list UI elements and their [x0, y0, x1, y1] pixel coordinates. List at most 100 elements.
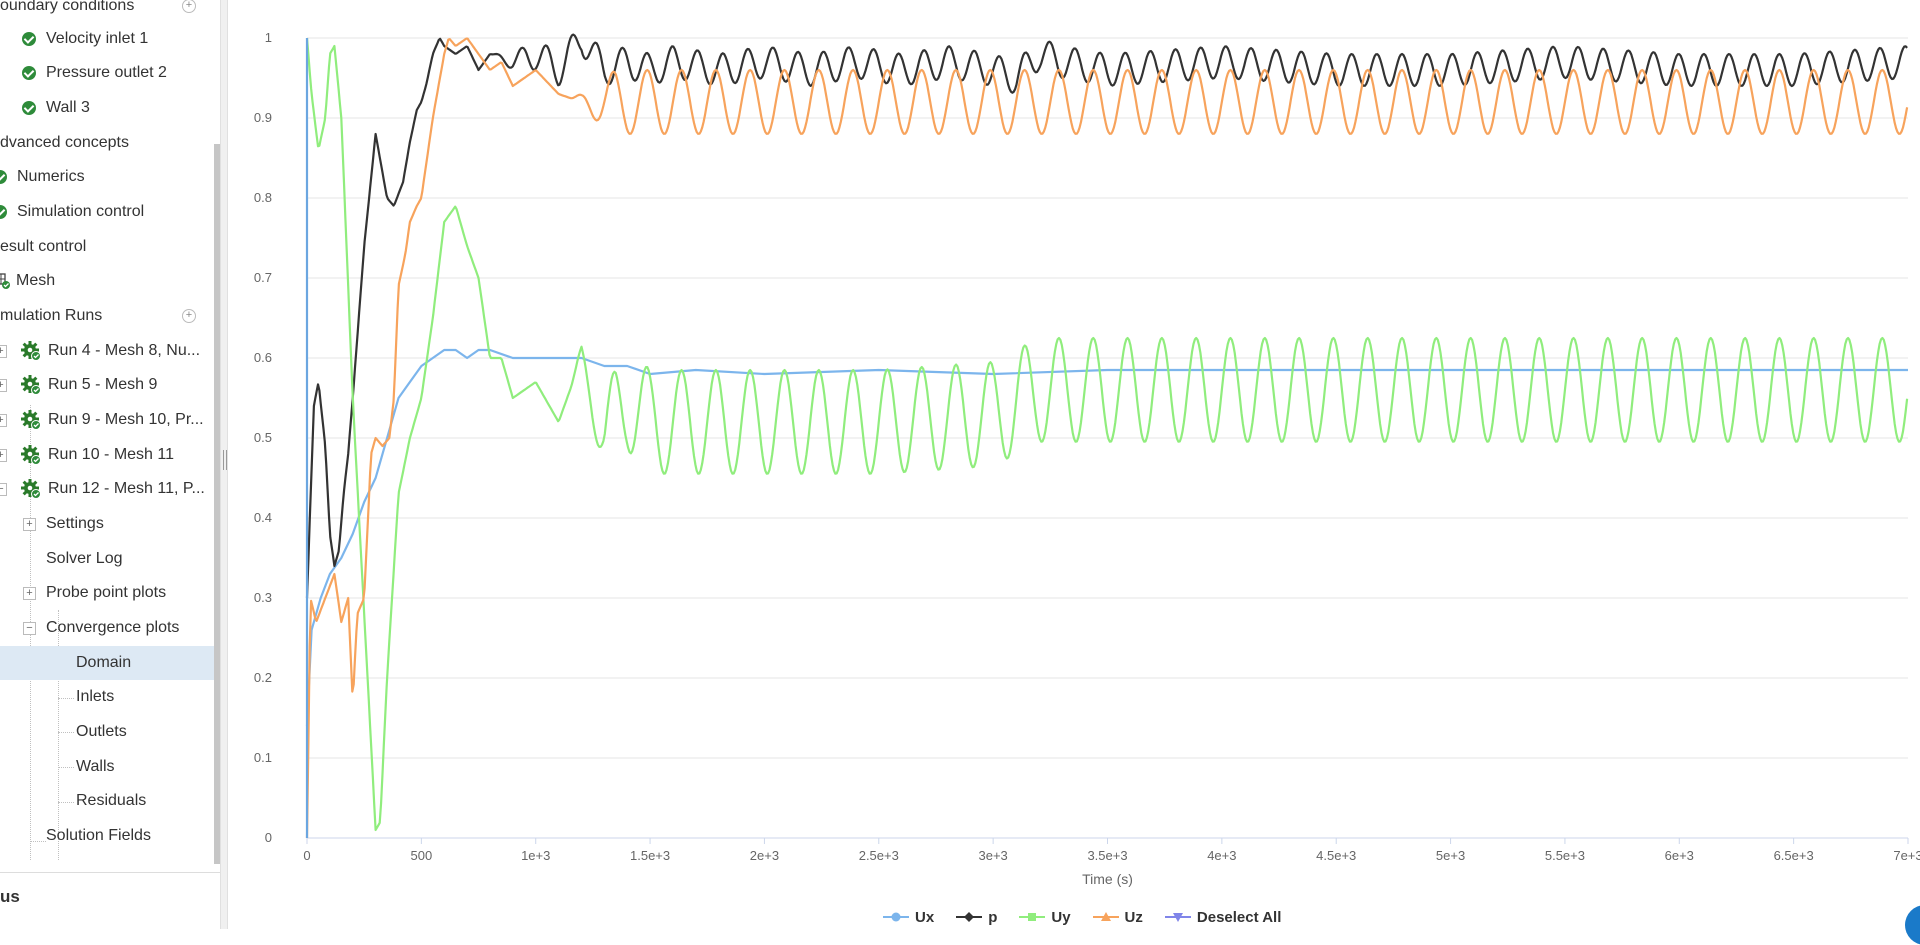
legend-item-uz[interactable]: Uz: [1092, 908, 1143, 926]
y-tick-label: 1: [265, 30, 272, 45]
tree-item-mesh[interactable]: Mesh: [0, 264, 216, 298]
legend-symbol-icon: [1019, 913, 1046, 921]
tree-item-numerics[interactable]: Numerics: [0, 160, 216, 194]
x-tick-label: 3.5e+3: [1087, 848, 1127, 863]
plus-box-icon[interactable]: +: [23, 587, 36, 600]
tree-item-label: Outlets: [76, 723, 127, 740]
add-icon[interactable]: +: [182, 309, 196, 323]
tree-item-probe-point-plots[interactable]: + Probe point plots: [0, 576, 216, 610]
tree-item-solver-log[interactable]: Solver Log: [0, 542, 216, 576]
legend-label: Ux: [915, 908, 935, 926]
tree-guide-line: [58, 767, 74, 768]
x-tick-label: 7e+3: [1893, 848, 1920, 863]
tree-item-label: Domain: [76, 654, 132, 671]
x-tick-label: 3e+3: [978, 848, 1007, 863]
tree-item-residuals[interactable]: Residuals: [0, 784, 216, 818]
tree-guide-line: [30, 841, 46, 842]
tree-item-solution-fields[interactable]: Solution Fields: [0, 819, 216, 853]
plus-box-icon[interactable]: +: [23, 518, 36, 531]
check-circle-icon: [22, 66, 36, 80]
tree-item-label: Mesh: [16, 272, 56, 289]
y-tick-label: 0: [265, 830, 272, 845]
tree-item-label: Convergence plots: [46, 619, 180, 636]
tree-group-boundary-conditions[interactable]: oundary conditions +: [0, 0, 216, 23]
tree-item-run-5[interactable]: + Run 5 - Mesh 9: [0, 368, 216, 402]
check-circle-icon: [0, 205, 7, 219]
minus-box-icon[interactable]: −: [0, 483, 7, 496]
tree-item-label: Velocity inlet 1: [46, 30, 149, 47]
legend-label: Deselect All: [1196, 908, 1282, 926]
tree-guide-line: [58, 732, 74, 733]
tree-item-wall[interactable]: Wall 3: [0, 91, 216, 125]
tree-item-domain[interactable]: Domain: [0, 646, 216, 680]
x-tick-label: 4.5e+3: [1316, 848, 1356, 863]
y-tick-label: 0.1: [254, 750, 272, 765]
grid-lines: [306, 37, 1909, 844]
tree-item-label: esult control: [0, 238, 87, 255]
tree-group-simulation-runs[interactable]: mulation Runs +: [0, 299, 216, 333]
tree-item-run-12[interactable]: − Run 12 - Mesh 11, P...: [0, 472, 216, 506]
x-tick-label: 1.5e+3: [630, 848, 670, 863]
tree-item-inlets[interactable]: Inlets: [0, 680, 216, 714]
tree-item-run-9[interactable]: + Run 9 - Mesh 10, Pr...: [0, 403, 216, 437]
x-tick-label: 1e+3: [521, 848, 550, 863]
series-line-ux[interactable]: [305, 348, 1908, 727]
series-line-uz[interactable]: [305, 37, 1909, 839]
tree-item-simulation-control[interactable]: Simulation control: [0, 195, 216, 229]
plus-box-icon[interactable]: +: [0, 449, 7, 462]
tree-guide-line: [58, 610, 59, 860]
tree-item-label: dvanced concepts: [0, 134, 129, 151]
legend-item-deselect-all[interactable]: Deselect All: [1164, 908, 1282, 926]
gear-icon: [21, 479, 41, 499]
tree-item-pressure-outlet[interactable]: Pressure outlet 2: [0, 56, 216, 90]
x-tick-label: 2e+3: [750, 848, 779, 863]
add-icon[interactable]: +: [182, 0, 196, 13]
tree-item-label: Settings: [46, 515, 104, 532]
x-tick-label: 500: [411, 848, 433, 863]
tree-group-result-control[interactable]: esult control: [0, 230, 216, 264]
y-tick-label: 0.2: [254, 670, 272, 685]
sidebar-scrollbar[interactable]: [214, 144, 220, 864]
panel-splitter[interactable]: [220, 0, 228, 929]
series-lines: [305, 33, 1909, 839]
y-tick-label: 0.9: [254, 110, 272, 125]
tree-item-outlets[interactable]: Outlets: [0, 715, 216, 749]
tree-item-convergence-plots[interactable]: − Convergence plots: [0, 611, 216, 645]
gear-icon: [21, 375, 41, 395]
legend-item-uy[interactable]: Uy: [1019, 909, 1071, 926]
x-axis-title: Time (s): [1082, 871, 1133, 887]
tree-item-run-4[interactable]: + Run 4 - Mesh 8, Nu...: [0, 334, 216, 368]
tree-item-settings[interactable]: + Settings: [0, 507, 216, 541]
tree-item-run-10[interactable]: + Run 10 - Mesh 11: [0, 438, 216, 472]
x-tick-label: 6e+3: [1665, 848, 1694, 863]
chart-canvas: 0 0.1 0.2 0.3 0.4 0.5 0.6 0.7 0.8 0.9 1 0 500 1e+3 1.…: [254, 30, 1920, 887]
legend-symbol-icon: [1164, 913, 1191, 922]
tree-item-walls[interactable]: Walls: [0, 750, 216, 784]
series-line-p[interactable]: [305, 33, 1908, 599]
tree-item-label: Solver Log: [46, 550, 123, 567]
tree-guide-line: [58, 698, 74, 699]
x-axis-tick-labels: 0 500 1e+3 1.5e+3 2e+3 2.5e+3 3e+3 3.5e+3 4e+3 4.…: [303, 848, 1920, 863]
tree-group-advanced-concepts[interactable]: dvanced concepts: [0, 126, 216, 160]
series-line-uy[interactable]: [305, 37, 1909, 832]
plus-box-icon[interactable]: +: [0, 379, 7, 392]
legend-item-ux[interactable]: Ux: [883, 909, 934, 926]
tree-item-label: Pressure outlet 2: [46, 64, 167, 81]
check-circle-icon: [22, 32, 36, 46]
minus-box-icon[interactable]: −: [23, 622, 36, 635]
plus-box-icon[interactable]: +: [0, 414, 7, 427]
legend-item-p[interactable]: p: [956, 909, 997, 926]
legend-label: Uz: [1124, 908, 1143, 926]
tree-item-label: mulation Runs: [0, 307, 103, 324]
y-tick-label: 0.6: [254, 350, 272, 365]
convergence-chart: 0 0.1 0.2 0.3 0.4 0.5 0.6 0.7 0.8 0.9 1 0 500 1e+3 1.…: [228, 0, 1920, 929]
resize-handle-icon[interactable]: [223, 450, 227, 470]
y-tick-label: 0.3: [254, 590, 272, 605]
x-tick-label: 6.5e+3: [1774, 848, 1814, 863]
plus-box-icon[interactable]: +: [0, 345, 7, 358]
tree-item-label: Simulation control: [17, 203, 145, 220]
check-circle-icon: [0, 170, 7, 184]
tree-item-velocity-inlet[interactable]: Velocity inlet 1: [0, 22, 216, 56]
tree-item-label: Inlets: [76, 688, 115, 705]
x-tick-label: 2.5e+3: [859, 848, 899, 863]
